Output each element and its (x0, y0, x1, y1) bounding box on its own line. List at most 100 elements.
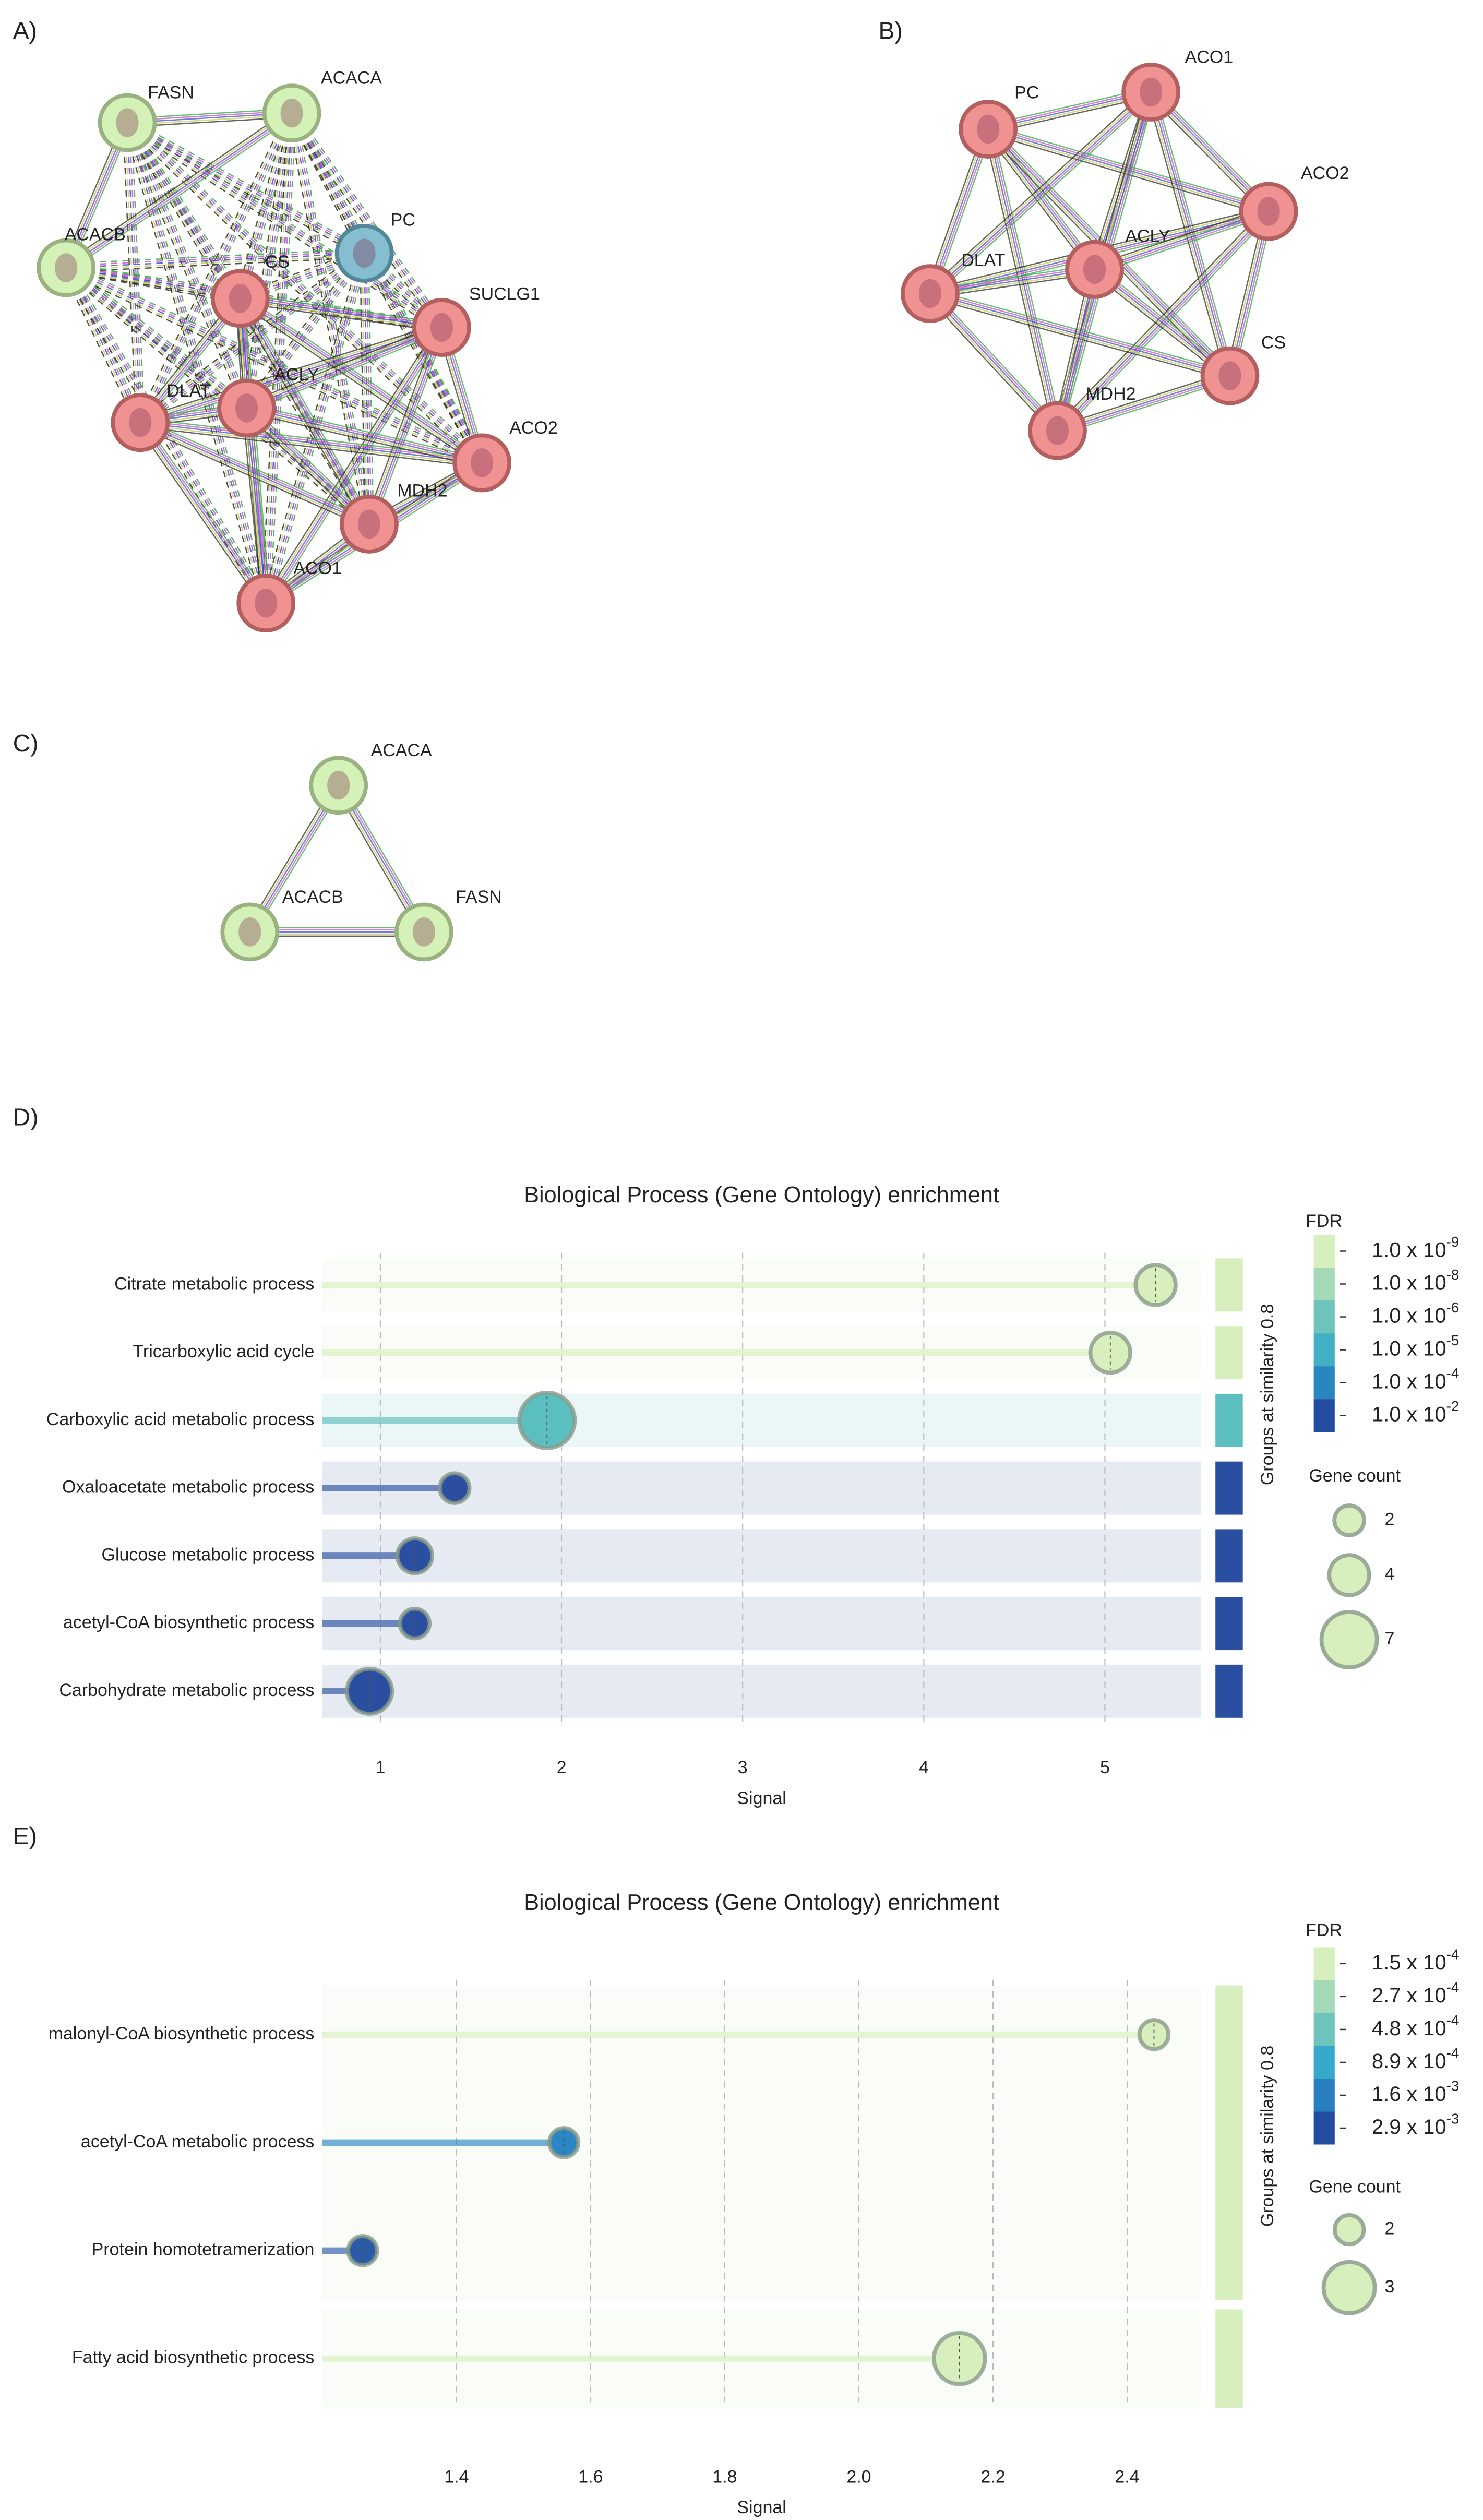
legend-title: Gene count (1309, 1466, 1401, 1486)
edge (140, 422, 482, 464)
node-label: ACO2 (1301, 163, 1349, 183)
size-legend-dot (1332, 1503, 1366, 1537)
edge (65, 271, 441, 332)
edge (242, 294, 485, 460)
edge (248, 330, 444, 413)
chart-title: Biological Process (Gene Ontology) enric… (524, 1890, 999, 1915)
protein-structure (280, 98, 303, 128)
group-bar (1215, 1529, 1243, 1583)
group-bar (1215, 1597, 1243, 1651)
edges (62, 108, 487, 607)
edge (927, 88, 1149, 291)
node (220, 902, 280, 962)
edge (928, 294, 1057, 433)
edge (138, 323, 441, 420)
edge (245, 325, 441, 407)
edge (129, 118, 445, 325)
category-label: Citrate metabolic process (114, 1274, 314, 1294)
edge (241, 113, 295, 300)
edge (246, 327, 442, 409)
edge (138, 423, 265, 605)
node-label: PC (391, 210, 415, 230)
legend-label-exp: -4 (1446, 1365, 1460, 1381)
group-bar (1215, 2309, 1243, 2408)
group-label: Groups at similarity 0.8 (1258, 2046, 1277, 2227)
node-outline (394, 902, 453, 962)
legend-label: 1.6 x 10-3 (1372, 2078, 1460, 2106)
legend-label: 1.0 x 10-9 (1372, 1234, 1460, 1261)
group-band (322, 1664, 1201, 1718)
edge (243, 296, 374, 522)
protein-structure (116, 108, 139, 137)
legend-title: Gene count (1309, 2177, 1401, 2196)
edge (1093, 207, 1267, 266)
size-legend-label: 2 (1385, 2219, 1395, 2239)
node-label: ACO1 (1185, 47, 1234, 67)
edge (239, 302, 441, 332)
x-axis-label: Signal (737, 2498, 786, 2517)
node (309, 756, 368, 815)
legend-swatch (1313, 1333, 1335, 1367)
node (412, 298, 471, 357)
edge (128, 121, 484, 462)
legend-label: 2.7 x 10-4 (1372, 1979, 1460, 2007)
node-label: FASN (148, 82, 194, 102)
legend-label-exp: -4 (1446, 1979, 1460, 1996)
protein-structure (235, 393, 258, 423)
edge (1058, 379, 1231, 435)
protein-structure (357, 509, 381, 539)
node (394, 902, 453, 962)
edge (363, 253, 370, 524)
legend-label-exp: -4 (1446, 1946, 1460, 1963)
legend-label-base: 1.0 x 10 (1372, 1271, 1446, 1294)
legend-title: FDR (1306, 1920, 1342, 1940)
legend-label: 4.8 x 10-4 (1372, 2012, 1460, 2040)
edge (293, 112, 485, 462)
x-axis-label: Signal (737, 1788, 786, 1808)
node (262, 83, 321, 142)
edge (241, 296, 484, 462)
edge (240, 113, 293, 299)
edge (127, 122, 241, 299)
edge (143, 420, 270, 601)
node-label: ACO1 (293, 558, 342, 578)
size-legend-dot (1332, 2213, 1366, 2247)
edge (928, 90, 1150, 293)
edge (250, 113, 297, 409)
dot (346, 2234, 379, 2267)
edge (362, 254, 481, 464)
x-tick-label: 1.8 (712, 2467, 737, 2487)
edge (287, 113, 366, 526)
edge (364, 326, 439, 523)
x-tick-label: 5 (1100, 1758, 1110, 1777)
legend-swatch (1313, 1366, 1335, 1400)
dot (517, 1390, 577, 1450)
legend-swatch (1313, 1268, 1335, 1301)
legend-swatch (1313, 2013, 1335, 2046)
edge (65, 271, 240, 303)
protein-structure (1218, 361, 1241, 390)
legend-label: 1.0 x 10-8 (1372, 1267, 1460, 1294)
edge (245, 411, 482, 468)
edge (1154, 90, 1235, 375)
legend-label-base: 1.0 x 10 (1372, 1304, 1446, 1327)
node (340, 494, 399, 554)
edge (139, 426, 482, 468)
edge (126, 122, 247, 409)
node (37, 238, 96, 297)
size-legend-label: 2 (1385, 1509, 1395, 1529)
protein-structure (1257, 197, 1280, 226)
node-label: CS (1261, 332, 1286, 352)
edge (247, 403, 483, 460)
category-label: Protein homotetramerization (92, 2240, 315, 2260)
legend-label-exp: -9 (1446, 1234, 1460, 1250)
edge (240, 297, 442, 328)
legend-label-base: 2.7 x 10 (1372, 1984, 1446, 2007)
node-label: ACACB (282, 887, 343, 907)
legend-swatch (1313, 1980, 1335, 2013)
edge (250, 407, 271, 603)
edge (248, 408, 269, 603)
edge (129, 119, 486, 461)
group-label: Groups at similarity 0.8 (1258, 1304, 1277, 1485)
